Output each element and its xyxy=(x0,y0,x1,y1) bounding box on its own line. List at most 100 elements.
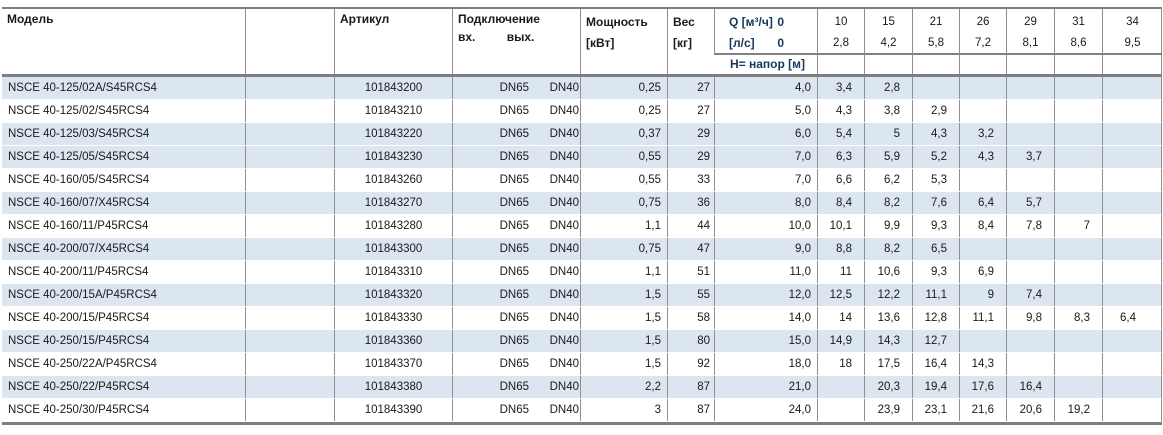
power-cell: 1,1 xyxy=(580,261,667,283)
article-cell: 101843210 xyxy=(334,100,452,122)
article-cell: 101843270 xyxy=(334,192,452,214)
head-value-cell: 13,6 xyxy=(864,307,912,329)
inlet-value: DN65 xyxy=(499,197,529,209)
head-value-cell: 8,3 xyxy=(1054,307,1102,329)
head-value-cell xyxy=(1006,123,1054,145)
table-header: Модель Артикул Подключение вх. вых. Мощн… xyxy=(2,7,1162,77)
head-value-cell xyxy=(1006,261,1054,283)
power-cell: 1,1 xyxy=(580,215,667,237)
model-cell: NSCE 40-250/22A/P45RCS4 xyxy=(8,358,157,370)
head-value-cell xyxy=(1054,100,1102,122)
article-cell: 101843320 xyxy=(334,284,452,306)
outlet-subheader: вых. xyxy=(506,30,535,44)
outlet-value: DN40 xyxy=(549,128,579,140)
connection-cell: DN65 DN40 xyxy=(452,330,580,352)
q-ls-label: [л/с] xyxy=(729,36,755,50)
connection-cell: DN65 DN40 xyxy=(452,353,580,375)
head-value-cell: 3,4 xyxy=(817,77,864,99)
head-value-cell: 20,6 xyxy=(1006,399,1054,421)
head-value-cell xyxy=(1054,330,1102,352)
head-value-cell: 24,0 xyxy=(714,399,817,421)
article-cell: 101843200 xyxy=(334,77,452,99)
head-value-cell xyxy=(1102,376,1162,398)
outlet-value: DN40 xyxy=(549,82,579,94)
header-grid-line xyxy=(1006,55,1054,74)
outlet-value: DN40 xyxy=(549,105,579,117)
weight-cell: 47 xyxy=(667,238,714,260)
article-cell: 101843380 xyxy=(334,376,452,398)
flow-column-header: 10 2,8 xyxy=(817,9,864,55)
head-value-cell xyxy=(1102,330,1162,352)
spacer-cell xyxy=(245,169,334,191)
weight-cell: 33 xyxy=(667,169,714,191)
head-meters-label: H= напор [м] xyxy=(730,57,806,71)
head-value-cell xyxy=(959,169,1006,191)
head-value-cell: 5,7 xyxy=(1006,192,1054,214)
head-value-cell xyxy=(1102,261,1162,283)
spacer-cell xyxy=(245,330,334,352)
head-value-cell xyxy=(959,238,1006,260)
flow-m3h-value: 26 xyxy=(976,16,990,28)
table-row: NSCE 40-125/02/S45RCS4 101843210 DN65 DN40 0… xyxy=(2,100,1162,123)
table-row: NSCE 40-250/15/P45RCS4 101843360 DN65 DN40 1… xyxy=(2,330,1162,353)
model-cell: NSCE 40-250/15/P45RCS4 xyxy=(8,335,150,347)
power-cell: 1,5 xyxy=(580,353,667,375)
head-value-cell xyxy=(1054,169,1102,191)
head-value-cell xyxy=(817,376,864,398)
inlet-value: DN65 xyxy=(499,174,529,186)
table-row: NSCE 40-200/15/P45RCS4 101843330 DN65 DN40 1… xyxy=(2,307,1162,330)
head-value-cell: 7,4 xyxy=(1006,284,1054,306)
connection-cell: DN65 DN40 xyxy=(452,261,580,283)
head-value-cell xyxy=(1054,284,1102,306)
inlet-subheader: вх. xyxy=(458,30,476,44)
table-row: NSCE 40-125/02A/S45RCS4 101843200 DN65 DN40… xyxy=(2,77,1162,100)
head-value-cell: 6,3 xyxy=(817,146,864,168)
head-value-cell: 9,8 xyxy=(1006,307,1054,329)
weight-cell: 92 xyxy=(667,353,714,375)
power-cell: 1,5 xyxy=(580,284,667,306)
power-cell: 0,55 xyxy=(580,169,667,191)
inlet-value: DN65 xyxy=(499,358,529,370)
header-grid-line xyxy=(1102,55,1162,74)
head-value-cell: 5,9 xyxy=(864,146,912,168)
head-value-cell: 8,4 xyxy=(959,215,1006,237)
head-value-cell: 12,8 xyxy=(912,307,959,329)
head-value-cell xyxy=(1102,399,1162,421)
header-grid-line xyxy=(1054,55,1102,74)
head-value-cell xyxy=(912,77,959,99)
head-value-cell: 15,0 xyxy=(714,330,817,352)
flow-m3h-value: 29 xyxy=(1024,16,1037,28)
head-value-cell xyxy=(1054,353,1102,375)
article-cell: 101843390 xyxy=(334,399,452,421)
header-grid-line xyxy=(864,55,912,74)
head-value-cell xyxy=(1006,330,1054,352)
head-value-cell: 4,3 xyxy=(959,146,1006,168)
head-value-cell: 12,7 xyxy=(912,330,959,352)
connection-cell: DN65 DN40 xyxy=(452,215,580,237)
head-value-cell: 11 xyxy=(817,261,864,283)
head-value-cell: 9,9 xyxy=(864,215,912,237)
inlet-value: DN65 xyxy=(499,381,529,393)
pump-spec-table: Модель Артикул Подключение вх. вых. Мощн… xyxy=(2,7,1162,425)
head-value-cell: 6,0 xyxy=(714,123,817,145)
header-grid-line xyxy=(959,55,1006,74)
model-cell: NSCE 40-200/11/P45RCS4 xyxy=(8,266,149,278)
head-value-cell xyxy=(959,100,1006,122)
weight-cell: 44 xyxy=(667,215,714,237)
power-cell: 0,25 xyxy=(580,100,667,122)
head-value-cell xyxy=(1102,284,1162,306)
head-value-cell xyxy=(1102,77,1162,99)
model-column-header: Модель xyxy=(7,12,54,26)
head-value-cell: 14,9 xyxy=(817,330,864,352)
head-value-cell: 14 xyxy=(817,307,864,329)
spacer-cell xyxy=(245,215,334,237)
spacer-cell xyxy=(245,376,334,398)
head-value-cell: 8,2 xyxy=(864,238,912,260)
flow-m3h-value: 34 xyxy=(1126,16,1139,28)
flow-column-header: 29 8,1 xyxy=(1006,9,1054,55)
model-cell: NSCE 40-200/15/P45RCS4 xyxy=(8,312,150,324)
power-cell: 0,25 xyxy=(580,77,667,99)
head-value-cell: 12,0 xyxy=(714,284,817,306)
spacer-cell xyxy=(245,238,334,260)
head-value-cell xyxy=(1102,192,1162,214)
